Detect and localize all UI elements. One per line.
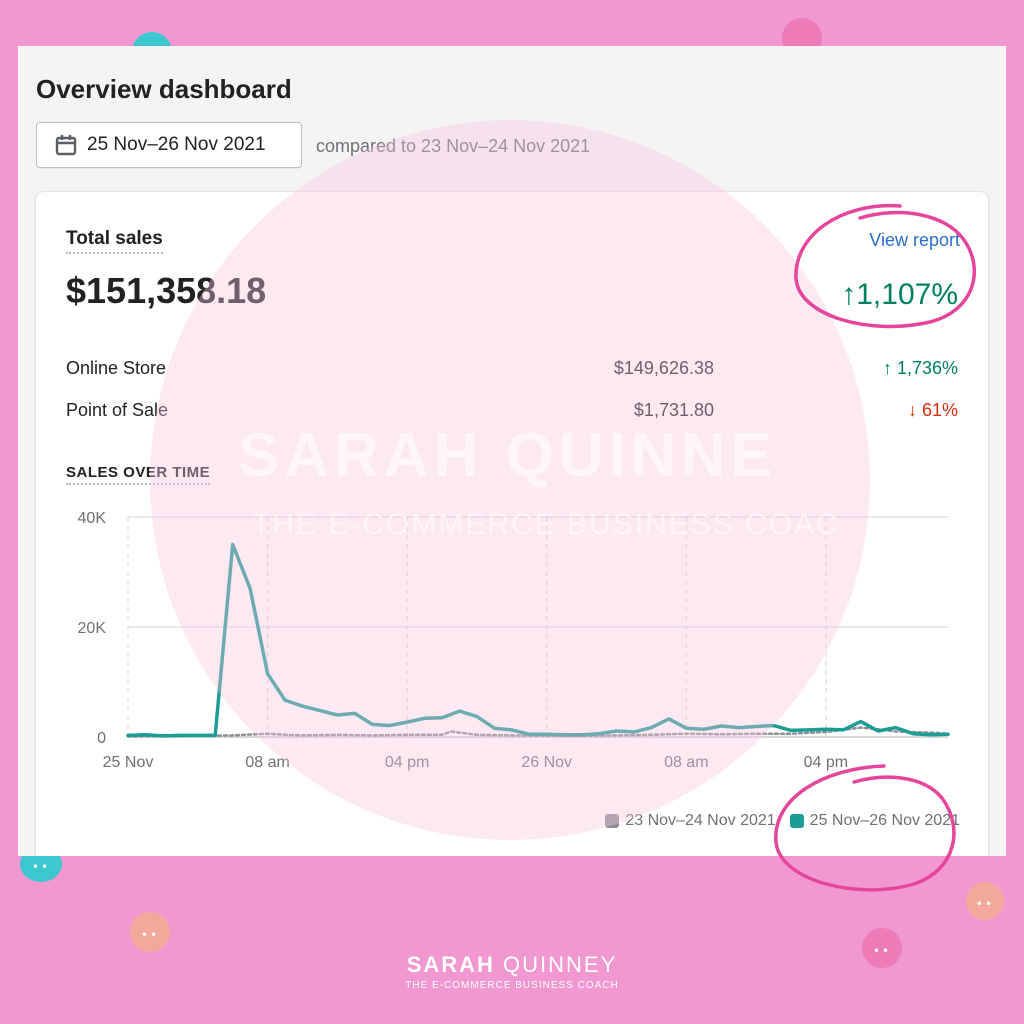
footer-brand-tagline: THE E-COMMERCE BUSINESS COACH bbox=[405, 980, 619, 991]
page-title: Overview dashboard bbox=[36, 74, 292, 104]
brand-last-name: QUINNEY bbox=[503, 952, 618, 977]
date-range-label: 25 Nov–26 Nov 2021 bbox=[87, 134, 266, 155]
legend-label: 25 Nov–26 Nov 2021 bbox=[809, 812, 960, 829]
dashboard-panel: Overview dashboard 25 Nov–26 Nov 2021 co… bbox=[18, 46, 1006, 856]
calendar-icon bbox=[55, 135, 77, 156]
series-line-current bbox=[126, 542, 950, 738]
total-sales-value: $151,358.18 bbox=[66, 270, 267, 311]
y-tick-label: 0 bbox=[97, 730, 106, 747]
chart-title[interactable]: SALES OVER TIME bbox=[66, 464, 211, 485]
total-sales-card: Total sales View report $151,358.18 ↑1,1… bbox=[36, 192, 988, 856]
x-tick-label: 08 am bbox=[664, 754, 708, 771]
legend-item-previous[interactable]: 23 Nov–24 Nov 2021 bbox=[605, 812, 776, 830]
channel-change: ↓ 61% bbox=[907, 400, 958, 420]
decorative-dot: •• bbox=[862, 928, 902, 968]
date-range-button[interactable]: 25 Nov–26 Nov 2021 bbox=[36, 122, 302, 168]
channel-row-online-store: Online Store $149,626.38 ↑ 1,736% bbox=[66, 358, 958, 382]
legend-swatch bbox=[789, 814, 804, 828]
channel-row-point-of-sale: Point of Sale $1,731.80 ↓ 61% bbox=[66, 400, 958, 424]
decorative-dot: •• bbox=[966, 882, 1004, 920]
footer-brand-name: SARAH QUINNEY bbox=[0, 952, 1024, 978]
chart-legend: 23 Nov–24 Nov 2021 25 Nov–26 Nov 2021 bbox=[605, 812, 960, 830]
x-tick-label: 04 pm bbox=[385, 754, 429, 771]
brand-first-name: SARAH bbox=[406, 952, 495, 977]
x-tick-label: 25 Nov bbox=[103, 754, 154, 771]
y-tick-label: 20K bbox=[78, 620, 107, 637]
channel-value: $1,731.80 bbox=[633, 400, 714, 420]
sales-over-time-chart: 40K 20K 0 25 Nov 08 am 04 pm 26 Nov 08 am 04 pm bbox=[78, 510, 950, 771]
channel-name: Online Store bbox=[66, 358, 167, 378]
channel-value: $149,626.38 bbox=[613, 358, 714, 378]
x-tick-label: 08 am bbox=[245, 754, 289, 771]
channel-change: ↑ 1,736% bbox=[882, 358, 958, 378]
legend-item-current[interactable]: 25 Nov–26 Nov 2021 bbox=[789, 812, 960, 830]
legend-swatch bbox=[605, 814, 620, 828]
comparison-text: compared to 23 Nov–24 Nov 2021 bbox=[316, 136, 591, 156]
channel-name: Point of Sale bbox=[66, 400, 169, 420]
decorative-dot: •• bbox=[130, 912, 170, 952]
x-tick-label: 26 Nov bbox=[521, 754, 572, 771]
x-tick-label: 04 pm bbox=[804, 754, 848, 771]
legend-label: 23 Nov–24 Nov 2021 bbox=[625, 812, 776, 829]
y-tick-label: 40K bbox=[78, 510, 107, 527]
card-title[interactable]: Total sales bbox=[66, 228, 163, 254]
